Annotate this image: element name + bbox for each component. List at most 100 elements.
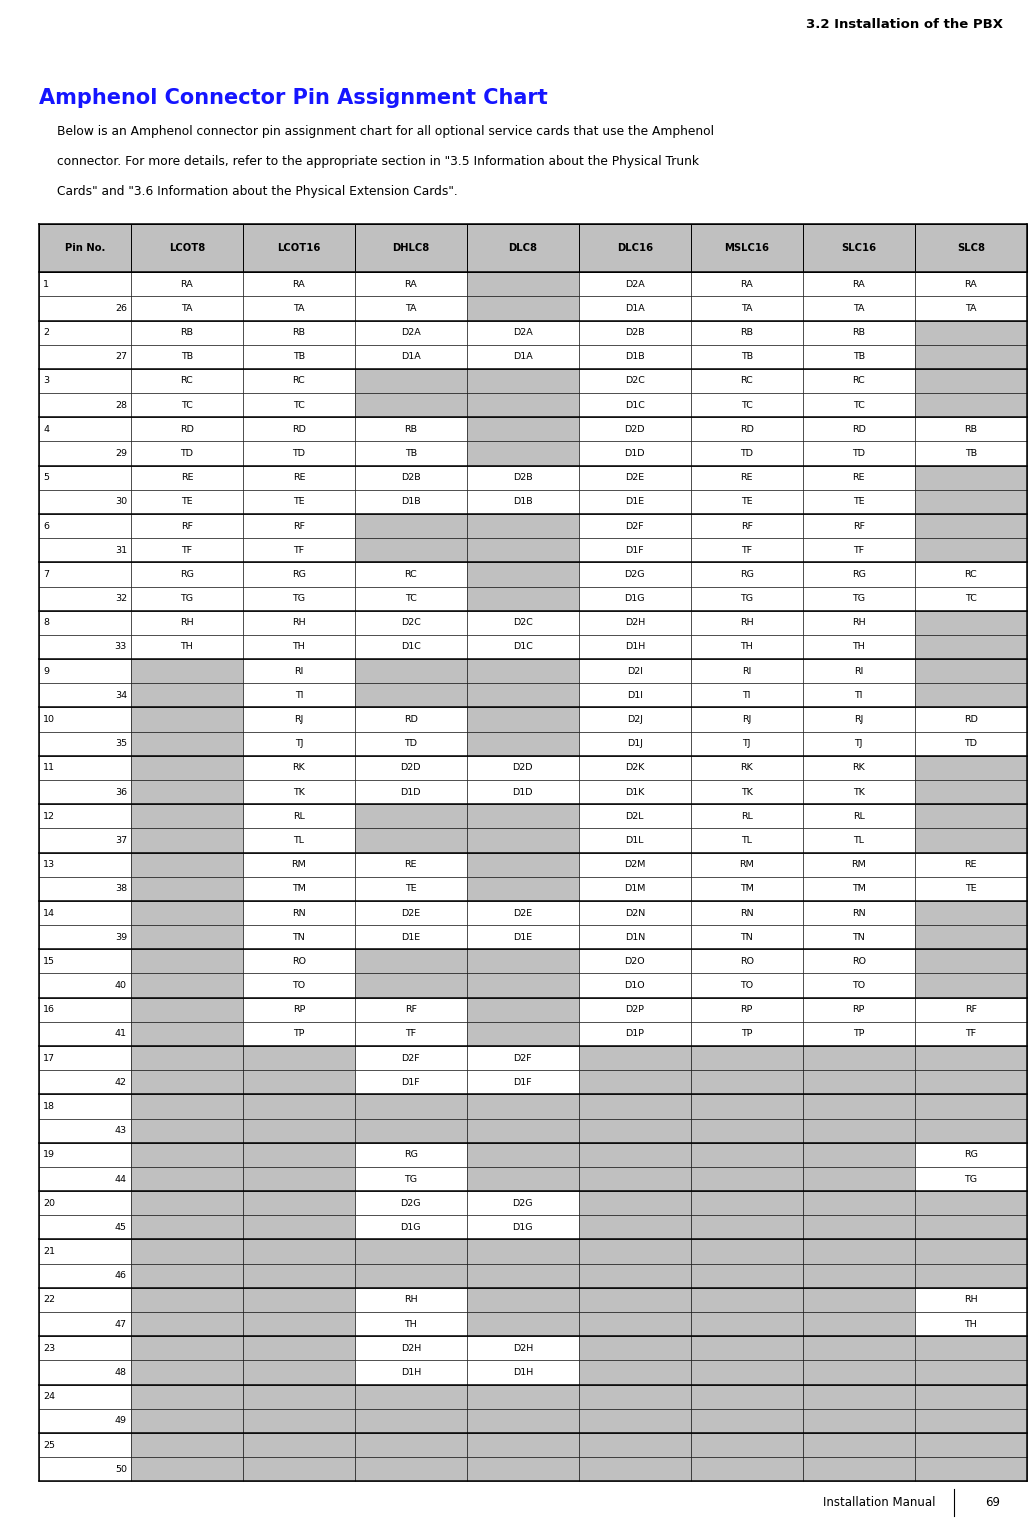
Bar — [802, 272, 915, 296]
Bar — [802, 828, 915, 852]
Bar — [131, 659, 243, 684]
Bar — [131, 852, 243, 876]
Text: RL: RL — [293, 811, 305, 820]
Bar — [579, 949, 691, 974]
Bar — [691, 1167, 802, 1191]
Bar — [915, 513, 1027, 538]
Text: TB: TB — [965, 450, 977, 459]
Text: LCOT8: LCOT8 — [169, 243, 205, 254]
Bar — [915, 272, 1027, 296]
Bar — [802, 708, 915, 732]
Text: RC: RC — [852, 377, 865, 386]
Bar — [915, 1288, 1027, 1312]
Bar — [39, 1337, 131, 1361]
Bar — [915, 1264, 1027, 1288]
Text: RF: RF — [293, 521, 305, 530]
Text: TK: TK — [853, 787, 864, 796]
Bar — [39, 1047, 131, 1071]
Text: RJ: RJ — [854, 715, 863, 725]
Bar — [802, 1264, 915, 1288]
Bar — [39, 828, 131, 852]
Bar — [131, 513, 243, 538]
Bar — [355, 442, 467, 466]
Bar — [802, 635, 915, 659]
Text: TM: TM — [740, 884, 754, 893]
Bar — [579, 1240, 691, 1264]
Bar — [131, 901, 243, 925]
Text: RG: RG — [852, 570, 865, 579]
Bar — [355, 393, 467, 418]
Bar — [802, 1167, 915, 1191]
Text: D1D: D1D — [625, 450, 645, 459]
Bar — [802, 513, 915, 538]
Bar — [915, 1361, 1027, 1385]
Bar — [131, 804, 243, 828]
Bar — [243, 538, 355, 562]
Bar — [355, 611, 467, 635]
Bar — [579, 635, 691, 659]
Bar — [355, 225, 467, 272]
Bar — [467, 1142, 579, 1167]
Text: RC: RC — [181, 377, 193, 386]
Bar — [467, 852, 579, 876]
Bar — [355, 1215, 467, 1240]
Bar — [802, 562, 915, 586]
Bar — [467, 1240, 579, 1264]
Bar — [915, 974, 1027, 998]
Bar — [802, 225, 915, 272]
Bar — [131, 1240, 243, 1264]
Bar — [579, 1408, 691, 1432]
Text: TG: TG — [852, 594, 865, 603]
Text: RJ: RJ — [295, 715, 304, 725]
Bar — [915, 659, 1027, 684]
Text: 9: 9 — [43, 667, 50, 676]
Bar — [39, 611, 131, 635]
Bar — [579, 538, 691, 562]
Bar — [802, 1047, 915, 1071]
Bar — [39, 635, 131, 659]
Bar — [802, 442, 915, 466]
Text: TD: TD — [180, 450, 193, 459]
Bar — [691, 1288, 802, 1312]
Text: TJ: TJ — [742, 740, 751, 749]
Bar — [243, 1288, 355, 1312]
Bar — [355, 466, 467, 489]
Bar — [131, 1432, 243, 1457]
Text: D1A: D1A — [625, 304, 645, 313]
Bar — [355, 804, 467, 828]
Bar — [39, 1071, 131, 1094]
Bar — [579, 418, 691, 442]
Text: D1F: D1F — [401, 1078, 420, 1086]
Text: MSLC16: MSLC16 — [724, 243, 769, 254]
Bar — [915, 852, 1027, 876]
Text: TB: TB — [404, 450, 417, 459]
Bar — [467, 804, 579, 828]
Text: RH: RH — [404, 1296, 418, 1305]
Text: D2C: D2C — [401, 618, 421, 627]
Text: RG: RG — [740, 570, 754, 579]
Text: DHLC8: DHLC8 — [392, 243, 429, 254]
Text: 35: 35 — [115, 740, 127, 749]
Bar — [243, 586, 355, 611]
Text: 23: 23 — [43, 1344, 56, 1353]
Bar — [131, 225, 243, 272]
Bar — [802, 804, 915, 828]
Bar — [915, 925, 1027, 949]
Bar — [243, 369, 355, 393]
Bar — [915, 828, 1027, 852]
Bar — [39, 513, 131, 538]
Text: RM: RM — [292, 860, 306, 869]
Bar — [691, 1312, 802, 1337]
Bar — [691, 684, 802, 708]
Bar — [579, 974, 691, 998]
Bar — [131, 1288, 243, 1312]
Bar — [39, 684, 131, 708]
Bar — [243, 732, 355, 756]
Text: 25: 25 — [43, 1440, 55, 1449]
Bar — [467, 538, 579, 562]
Bar — [243, 974, 355, 998]
Text: TL: TL — [853, 835, 864, 845]
Bar — [243, 1385, 355, 1408]
Bar — [467, 272, 579, 296]
Bar — [131, 1118, 243, 1142]
